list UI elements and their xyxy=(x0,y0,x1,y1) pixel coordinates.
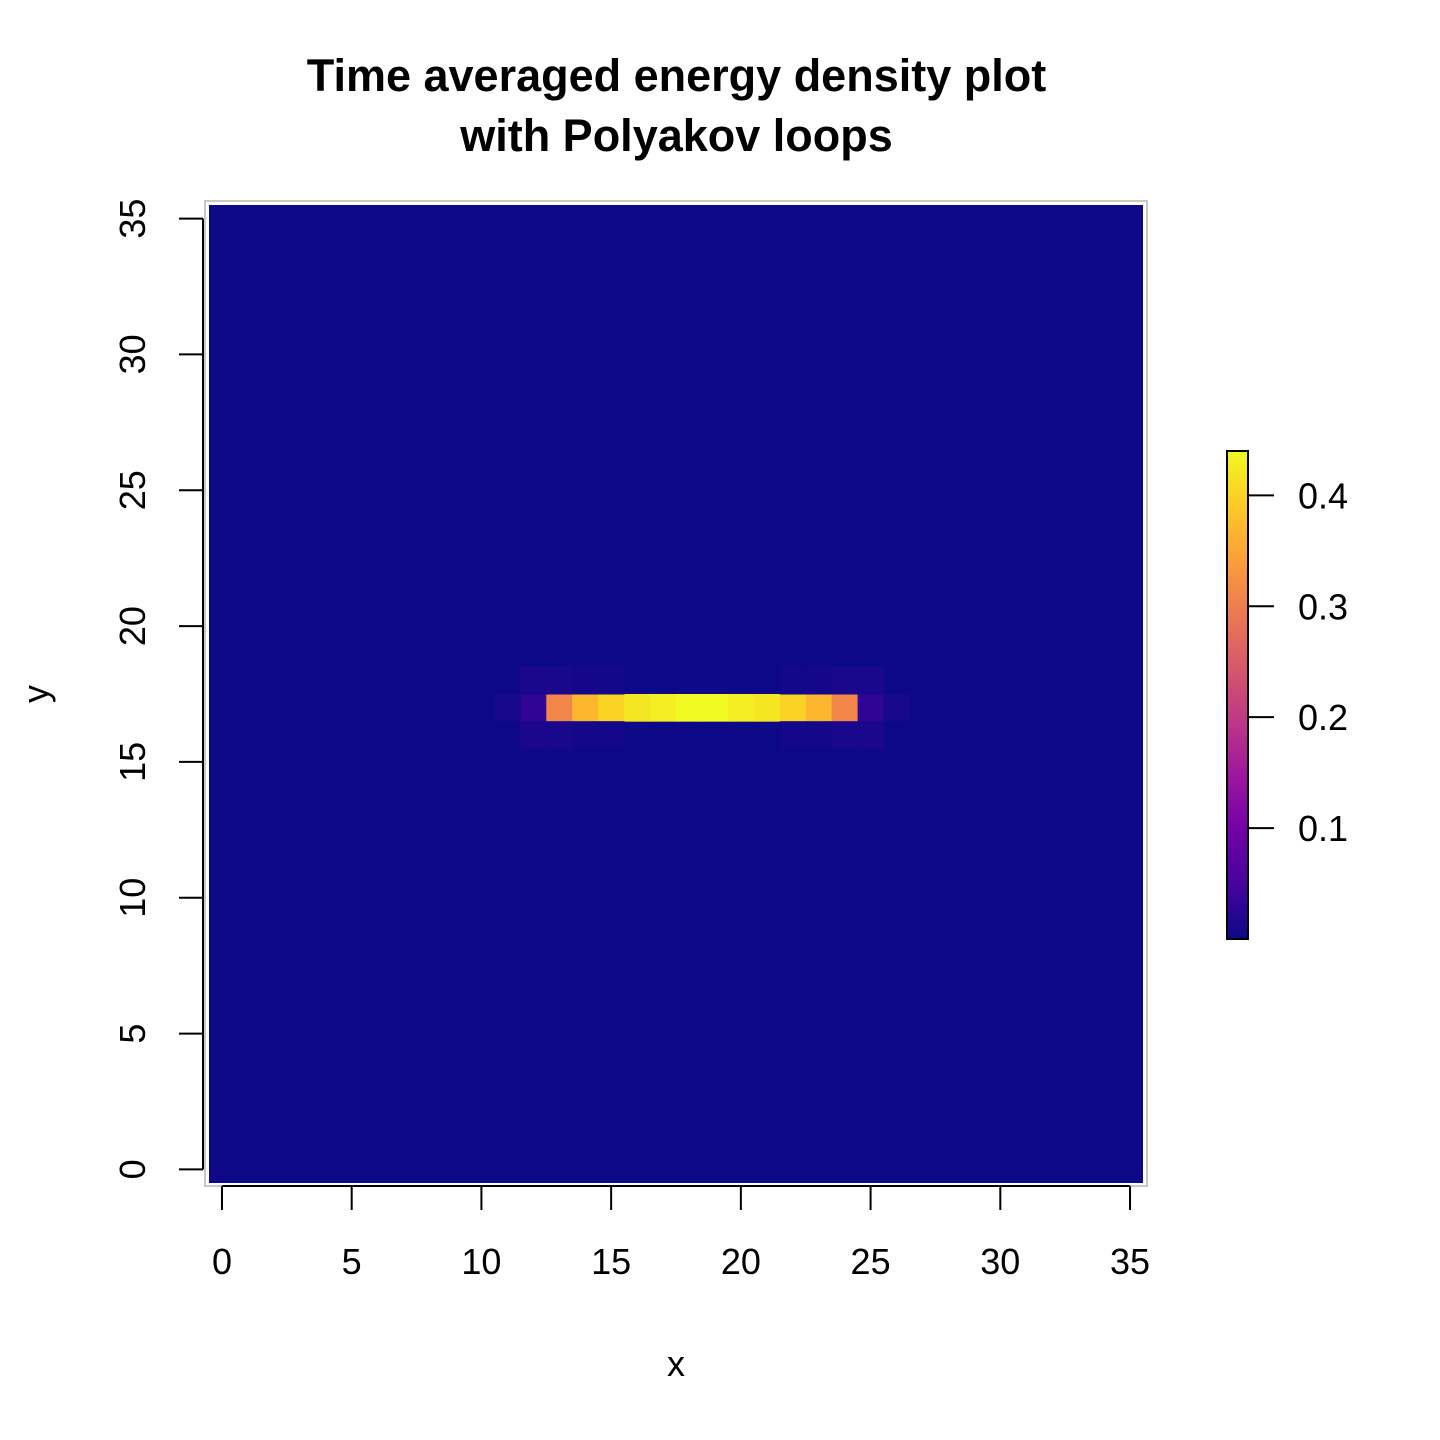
heatmap-cell xyxy=(650,694,677,722)
heatmap-cell xyxy=(753,694,781,722)
heatmap-cell xyxy=(676,694,703,722)
heatmap-cell xyxy=(805,694,833,722)
y-tick-label: 0 xyxy=(112,1159,153,1179)
heatmap-cell xyxy=(494,694,521,722)
heatmap-cell xyxy=(701,694,729,722)
x-tick-label: 30 xyxy=(980,1241,1020,1282)
heatmap-cell xyxy=(598,666,625,695)
x-tick-label: 10 xyxy=(461,1241,501,1282)
heatmap-cell xyxy=(546,721,573,749)
heatmap-cell xyxy=(520,666,547,695)
chart-title-line2: with Polyakov loops xyxy=(460,110,893,161)
heatmap-cell xyxy=(598,694,625,722)
x-tick-label: 25 xyxy=(851,1241,891,1282)
heatmap-cell xyxy=(520,721,547,749)
colorbar-tick-label: 0.4 xyxy=(1298,475,1348,516)
y-tick-label: 35 xyxy=(112,199,153,239)
colorbar-tick-label: 0.1 xyxy=(1298,808,1348,849)
colorbar-tick-label: 0.2 xyxy=(1298,697,1348,738)
x-tick-label: 5 xyxy=(342,1241,362,1282)
heatmap-cell xyxy=(857,721,885,749)
heatmap-cell xyxy=(857,666,885,695)
heatmap-cell xyxy=(779,666,807,695)
heatmap-cell xyxy=(572,721,599,749)
heatmap-cell xyxy=(779,694,807,722)
heatmap-cell xyxy=(779,721,807,749)
y-tick-label: 30 xyxy=(112,334,153,374)
heatmap-cell xyxy=(857,694,885,722)
chart-title: Time averaged energy density plot with P… xyxy=(0,46,1353,166)
plot-area xyxy=(204,200,1148,1187)
y-tick-label: 15 xyxy=(112,742,153,782)
y-axis-label: y xyxy=(15,685,56,703)
heatmap-cell xyxy=(727,694,755,722)
heatmap-cell xyxy=(624,694,651,722)
colorbar: 0.1 0.2 0.3 0.4 xyxy=(1226,450,1348,940)
heatmap-cell xyxy=(883,694,910,722)
x-axis-label: x xyxy=(667,1343,685,1384)
y-tick-label: 5 xyxy=(112,1024,153,1044)
heatmap-cell xyxy=(805,666,833,695)
axes: 0 5 10 15 20 25 30 35 0 5 10 15 20 25 30 35 xyxy=(112,199,1150,1282)
colorbar-scale xyxy=(1226,450,1249,940)
heatmap-cell xyxy=(546,694,573,722)
heatmap-cell xyxy=(520,694,547,722)
x-tick-label: 15 xyxy=(591,1241,631,1282)
y-tick-label: 20 xyxy=(112,606,153,646)
heatmap-cell xyxy=(598,721,625,749)
x-tick-label: 35 xyxy=(1110,1241,1150,1282)
y-tick-label: 25 xyxy=(112,470,153,510)
heatmap-cell xyxy=(831,666,859,695)
heatmap-cell xyxy=(831,694,859,722)
x-tick-label: 20 xyxy=(721,1241,761,1282)
heatmap-cell xyxy=(831,721,859,749)
heatmap-cell xyxy=(805,721,833,749)
x-tick-label: 0 xyxy=(212,1241,232,1282)
y-tick-label: 10 xyxy=(112,878,153,918)
heatmap-cell xyxy=(572,694,599,722)
heatmap-cell xyxy=(546,666,573,695)
heatmap-cell xyxy=(572,666,599,695)
chart-title-line1: Time averaged energy density plot xyxy=(306,50,1047,101)
colorbar-tick-label: 0.3 xyxy=(1298,586,1348,627)
